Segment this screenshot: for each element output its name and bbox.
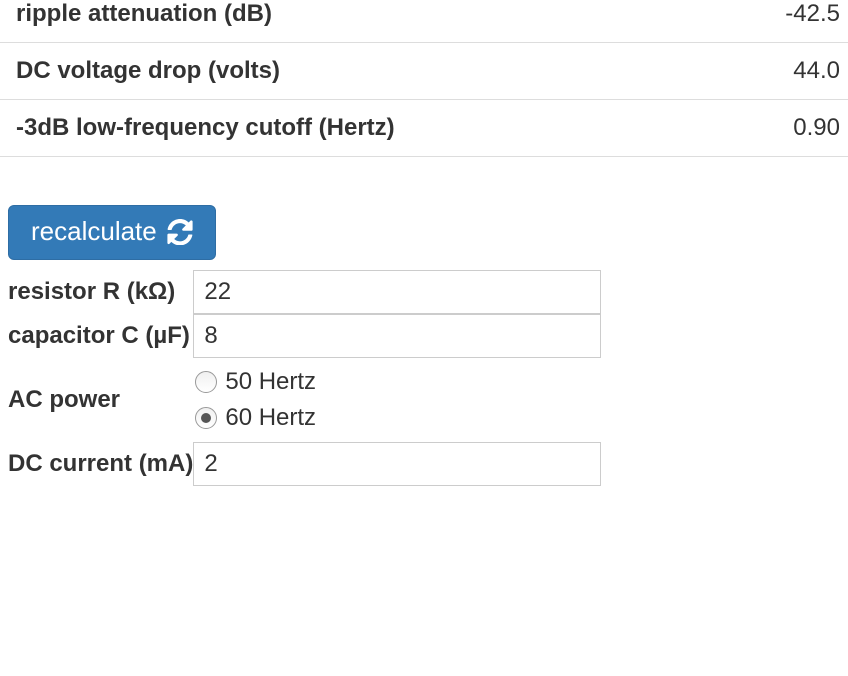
form-table: resistor R (kΩ) capacitor C (µF) AC powe…: [8, 270, 601, 486]
ac-power-label: AC power: [8, 358, 193, 442]
table-row: -3dB low-frequency cutoff (Hertz) 0.90: [0, 100, 848, 157]
radio-label: 50 Hertz: [225, 368, 316, 396]
ac-power-option-50[interactable]: 50 Hertz: [195, 364, 601, 400]
radio-icon: [195, 407, 217, 429]
result-value: 44.0: [709, 43, 848, 100]
resistor-input[interactable]: [193, 270, 601, 314]
recalculate-label: recalculate: [31, 216, 157, 247]
result-label: DC voltage drop (volts): [0, 43, 709, 100]
result-value: 0.90: [709, 100, 848, 157]
ac-power-option-60[interactable]: 60 Hertz: [195, 400, 601, 436]
recalculate-button[interactable]: recalculate: [8, 205, 216, 260]
table-row: DC voltage drop (volts) 44.0: [0, 43, 848, 100]
result-label: -3dB low-frequency cutoff (Hertz): [0, 100, 709, 157]
ac-power-radio-group: 50 Hertz 60 Hertz: [193, 358, 601, 442]
capacitor-input[interactable]: [193, 314, 601, 358]
dc-current-label: DC current (mA): [8, 442, 193, 486]
radio-icon: [195, 371, 217, 393]
results-table: ripple attenuation (dB) -42.5 DC voltage…: [0, 0, 848, 157]
dc-current-input[interactable]: [193, 442, 601, 486]
form-area: recalculate resistor R (kΩ) capacitor C …: [0, 205, 848, 486]
resistor-label: resistor R (kΩ): [8, 270, 193, 314]
radio-label: 60 Hertz: [225, 404, 316, 432]
result-label: ripple attenuation (dB): [0, 0, 709, 43]
capacitor-label: capacitor C (µF): [8, 314, 193, 358]
refresh-icon: [167, 219, 193, 245]
table-row: ripple attenuation (dB) -42.5: [0, 0, 848, 43]
result-value: -42.5: [709, 0, 848, 43]
